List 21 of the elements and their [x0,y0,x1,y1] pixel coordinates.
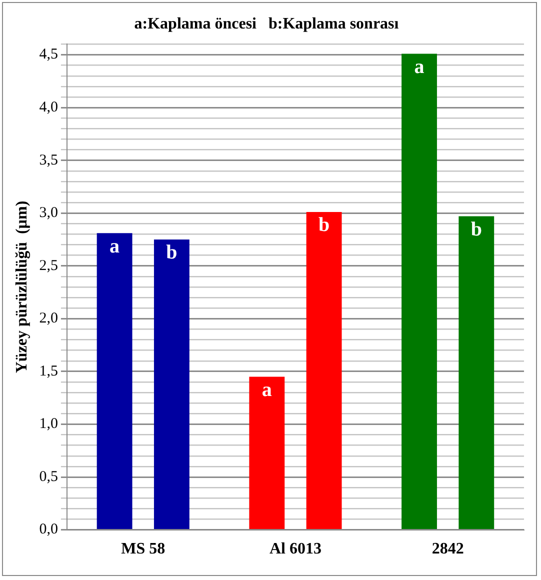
y-tick-label: 4,0 [39,99,58,116]
data-label: b [470,218,482,240]
x-tick-label: MS 58 [121,540,166,558]
data-label: a [110,235,120,258]
y-tick-label: 1,0 [39,416,58,432]
data-label: a [414,56,424,78]
x-tick-label: Al 6013 [269,540,322,558]
y-tick-label: 0,0 [39,522,58,538]
y-tick-label: 2,0 [39,310,58,327]
y-axis-title: Yüzey pürüzlülüğü (µm) [14,200,31,374]
data-label: b [166,242,178,264]
x-tick-label: 2842 [432,540,464,558]
y-tick-label: 2,5 [39,258,58,274]
data-label: a [262,378,272,401]
y-tick-label: 0,5 [39,468,58,485]
y-tick-label: 3,0 [39,205,58,222]
chart-title: a:Kaplama öncesi b:Kaplama sonrası [134,16,400,33]
data-label: b [318,214,330,236]
y-tick-label: 1,5 [39,363,58,380]
y-tick-label: 4,5 [39,46,58,63]
y-tick-label: 3,5 [39,152,58,168]
